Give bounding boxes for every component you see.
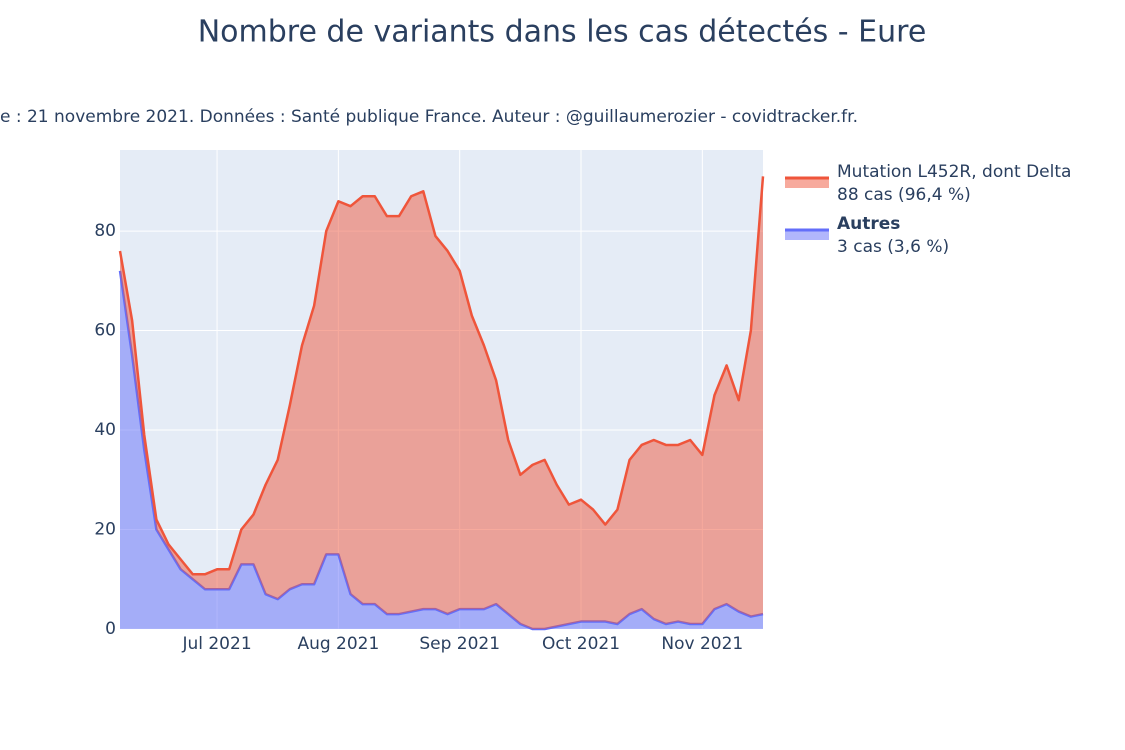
legend-label: Mutation L452R, dont Delta [837,162,1071,182]
chart-title: Nombre de variants dans les cas détectés… [198,15,927,50]
legend-note: 3 cas (3,6 %) [837,237,949,257]
legend-swatch [785,230,829,240]
x-tick-label: Oct 2021 [542,634,620,654]
chart-subtitle: e : 21 novembre 2021. Données : Santé pu… [0,107,858,127]
area-line [118,270,764,631]
x-tick-label: Sep 2021 [419,634,500,654]
x-tick-label: Aug 2021 [297,634,379,654]
legend-note: 88 cas (96,4 %) [837,185,971,205]
area-fill [120,176,763,629]
y-tick-label: 20 [94,520,116,540]
y-tick-label: 80 [94,221,116,241]
x-tick-label: Nov 2021 [661,634,743,654]
y-tick-label: 40 [94,420,116,440]
legend-label: Autres [837,214,900,234]
y-tick-label: 60 [94,321,116,341]
x-tick-label: Jul 2021 [181,634,251,654]
area-fill [120,270,763,629]
area-line [118,176,765,576]
y-tick-label: 0 [105,619,116,639]
legend-swatch [785,178,829,188]
